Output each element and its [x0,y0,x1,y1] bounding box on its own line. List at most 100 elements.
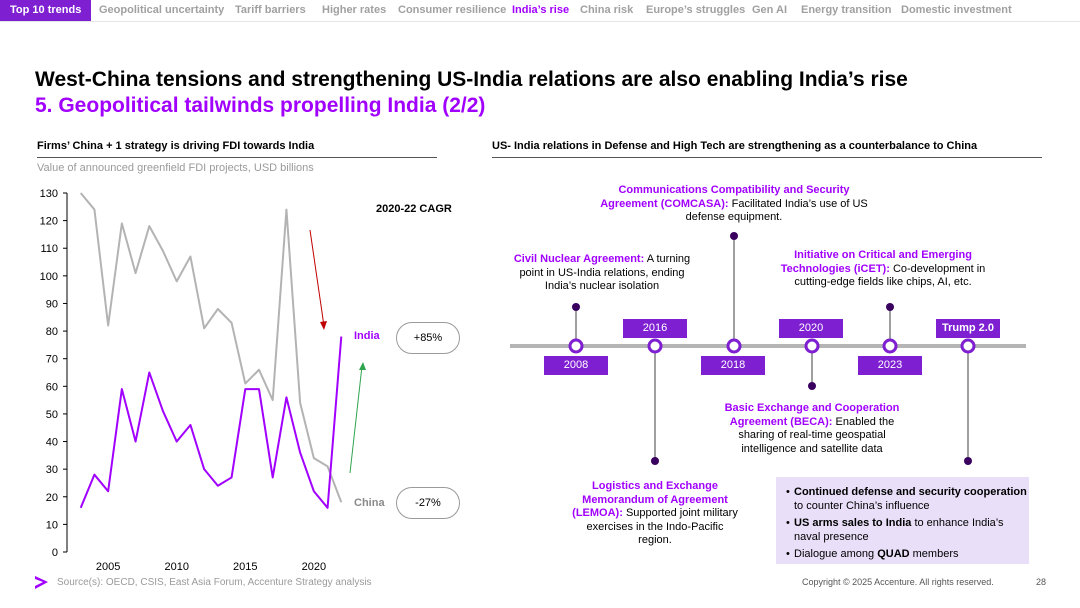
china-series-line [79,192,343,503]
x-tick-label: 2005 [96,561,120,573]
item3-bold: QUAD [877,548,910,560]
list-item: Dialogue among QUAD members [786,547,1029,561]
nav-tab-china-risk[interactable]: China risk [580,4,634,16]
milestone-2018 [726,338,742,354]
x-tick-label: 2020 [302,561,326,573]
year-2023: 2023 [858,356,922,375]
y-tick-label: 90 [46,298,58,310]
year-2016: 2016 [623,319,687,338]
y-tick-label: 30 [46,464,58,476]
y-tick-label: 20 [46,492,58,504]
nav-tab-higher-rates[interactable]: Higher rates [322,4,387,16]
top-nav: Top 10 trends Geopolitical uncertainty T… [0,0,1080,22]
nav-tab-geopolitical-uncertainty[interactable]: Geopolitical uncertainty [99,4,225,16]
nav-tab-energy-transition[interactable]: Energy transition [801,4,892,16]
y-tick-label: 60 [46,381,58,393]
milestone-2023 [882,338,898,354]
y-tick-label: 110 [40,243,58,255]
item1-bold: Continued defense and security cooperati… [794,486,1027,498]
dot-2016 [651,457,659,465]
civil-title: Civil Nuclear Agreement: [513,253,645,265]
trump-outlook-list: Continued defense and security cooperati… [776,485,1029,561]
milestone-2020 [804,338,820,354]
event-icet: Initiative on Critical and Emerging Tech… [770,249,996,290]
milestone-2016 [647,338,663,354]
y-tick-label: 70 [46,354,58,366]
india-arrow-head [359,362,366,370]
beca-title: Basic Exchange and Cooperation Agreement… [724,402,900,428]
trump-outlook-box: Continued defense and security cooperati… [776,477,1029,564]
dot-2008 [572,303,580,311]
icet-desc: Co-development in cutting-edge fields li… [794,262,986,289]
nav-tab-tariff-barriers[interactable]: Tariff barriers [235,4,306,16]
dot-2023 [886,303,894,311]
china-series-label: China [354,497,385,509]
china-arrow-head [320,321,327,330]
nav-tab-domestic-investment[interactable]: Domestic investment [901,4,1012,16]
x-axis: 2005 2010 2015 2020 [96,561,326,573]
left-section-rule [37,157,437,158]
item2-rest: to enhance India’s naval presence [794,517,1004,543]
y-tick-label: 130 [40,188,58,200]
india-trend-arrow [349,365,363,474]
item2-bold: US arms sales to India [794,517,912,529]
y-tick-label: 120 [40,216,58,228]
comcasa-title: Communications Compatibility and Securit… [600,184,850,210]
event-beca: Basic Exchange and Cooperation Agreement… [714,402,910,456]
india-series-label: India [354,330,380,342]
lemoa-title: Logistics and Exchange Memorandum of Agr… [572,480,728,519]
timeline-axis [510,344,1026,348]
right-section-rule [492,157,1042,158]
right-section-heading: US- India relations in Defense and High … [492,140,978,152]
list-item: Continued defense and security cooperati… [786,485,1029,513]
year-trump: Trump 2.0 [936,319,1000,338]
india-cagr-pill: +85% [396,322,460,354]
list-item: US arms sales to India to enhance India’… [786,516,1029,544]
y-tick-label: 0 [52,547,58,559]
dot-2020 [808,382,816,390]
item3-pre: Dialogue among [794,548,875,560]
y-tick-label: 10 [46,519,58,531]
item1-rest: to counter China’s influence [794,500,930,512]
year-2008: 2008 [544,356,608,375]
year-2018: 2018 [701,356,765,375]
copyright: Copyright © 2025 Accenture. All rights r… [802,577,994,587]
nav-tab-indias-rise[interactable]: India’s rise [512,4,570,16]
china-cagr-pill: -27% [396,487,460,519]
event-lemoa: Logistics and Exchange Memorandum of Agr… [572,480,738,548]
fdi-line-chart: 0 10 20 30 40 50 60 70 80 90 100 110 120 130 2005 2010… [40,188,366,573]
chart-series [79,192,343,509]
lemoa-desc: Supported joint military exercises in th… [586,507,738,546]
x-tick-label: 2010 [164,561,188,573]
nav-tab-europes-struggles[interactable]: Europe’s struggles [646,4,746,16]
y-tick-label: 50 [46,409,58,421]
y-tick-label: 80 [46,326,58,338]
event-civil-nuclear: Civil Nuclear Agreement: A turning point… [504,253,700,294]
page-subtitle: 5. Geopolitical tailwinds propelling Ind… [35,94,486,117]
left-section-heading: Firms’ China + 1 strategy is driving FDI… [37,140,315,152]
nav-tab-consumer-resilience[interactable]: Consumer resilience [398,4,507,16]
chart-subtitle: Value of announced greenfield FDI projec… [37,162,314,174]
nav-tab-gen-ai[interactable]: Gen AI [752,4,788,16]
year-2020: 2020 [779,319,843,338]
india-series-line [79,336,343,509]
timeline-graphic [510,232,1026,465]
beca-desc: Enabled the sharing of real-time geospat… [738,415,895,455]
milestone-2008 [568,338,584,354]
source-note: Source(s): OECD, CSIS, East Asia Forum, … [57,577,372,588]
page-number: 28 [1036,577,1047,587]
civil-desc: A turning point in US-India relations, e… [519,253,691,292]
icet-title: Initiative on Critical and Emerging Tech… [780,249,972,275]
item3-post: members [912,548,959,560]
milestone-trump [960,338,976,354]
nav-divider [0,21,1080,22]
page-title: West-China tensions and strengthening US… [35,68,908,91]
nav-tab-top-10-trends[interactable]: Top 10 trends [0,0,92,22]
y-axis: 0 10 20 30 40 50 60 70 80 90 100 110 120 130 [40,188,68,559]
y-tick-label: 40 [46,437,58,449]
dot-2018 [730,232,738,240]
china-trend-arrow [309,229,325,327]
event-comcasa: Communications Compatibility and Securit… [598,184,870,225]
comcasa-desc: Facilitated India’s use of US defense eq… [685,197,868,224]
x-tick-label: 2015 [233,561,257,573]
